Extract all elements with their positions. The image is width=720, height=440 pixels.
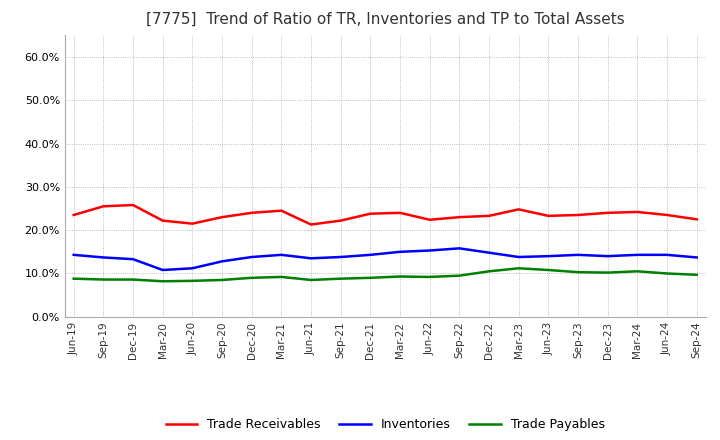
Trade Payables [426, 274, 434, 279]
Trade Payables [693, 272, 701, 277]
Title: [7775]  Trend of Ratio of TR, Inventories and TP to Total Assets: [7775] Trend of Ratio of TR, Inventories… [146, 12, 624, 27]
Trade Receivables [336, 218, 345, 223]
Inventories [603, 253, 612, 259]
Trade Receivables [158, 218, 167, 223]
Trade Receivables [248, 210, 256, 216]
Inventories [396, 249, 405, 254]
Trade Receivables [603, 210, 612, 216]
Line: Inventories: Inventories [73, 248, 697, 270]
Inventories [307, 256, 315, 261]
Trade Receivables [129, 202, 138, 208]
Trade Payables [129, 277, 138, 282]
Inventories [217, 259, 226, 264]
Inventories [662, 252, 671, 257]
Trade Payables [336, 276, 345, 281]
Trade Receivables [307, 222, 315, 227]
Inventories [514, 254, 523, 260]
Trade Receivables [574, 213, 582, 218]
Legend: Trade Receivables, Inventories, Trade Payables: Trade Receivables, Inventories, Trade Pa… [161, 413, 610, 436]
Trade Payables [633, 269, 642, 274]
Trade Receivables [514, 207, 523, 212]
Trade Receivables [426, 217, 434, 222]
Trade Receivables [544, 213, 553, 219]
Trade Payables [366, 275, 374, 280]
Trade Receivables [366, 211, 374, 216]
Trade Payables [574, 270, 582, 275]
Inventories [69, 252, 78, 257]
Inventories [574, 252, 582, 257]
Trade Payables [396, 274, 405, 279]
Inventories [633, 252, 642, 257]
Inventories [277, 252, 286, 257]
Trade Payables [69, 276, 78, 281]
Inventories [366, 252, 374, 257]
Trade Payables [544, 268, 553, 273]
Trade Payables [158, 279, 167, 284]
Line: Trade Payables: Trade Payables [73, 268, 697, 281]
Inventories [248, 254, 256, 260]
Inventories [188, 266, 197, 271]
Inventories [693, 255, 701, 260]
Trade Payables [603, 270, 612, 275]
Inventories [129, 257, 138, 262]
Trade Receivables [633, 209, 642, 215]
Trade Receivables [277, 208, 286, 213]
Trade Receivables [69, 213, 78, 218]
Trade Receivables [455, 215, 464, 220]
Trade Receivables [217, 215, 226, 220]
Trade Payables [217, 277, 226, 282]
Inventories [426, 248, 434, 253]
Trade Payables [248, 275, 256, 280]
Inventories [544, 253, 553, 259]
Inventories [455, 246, 464, 251]
Line: Trade Receivables: Trade Receivables [73, 205, 697, 224]
Trade Receivables [485, 213, 493, 219]
Trade Receivables [693, 216, 701, 222]
Trade Receivables [188, 221, 197, 226]
Inventories [99, 255, 108, 260]
Inventories [485, 250, 493, 255]
Trade Payables [662, 271, 671, 276]
Inventories [158, 268, 167, 273]
Trade Payables [99, 277, 108, 282]
Trade Payables [277, 274, 286, 279]
Trade Receivables [99, 204, 108, 209]
Trade Receivables [662, 213, 671, 218]
Trade Payables [514, 266, 523, 271]
Trade Receivables [396, 210, 405, 216]
Trade Payables [307, 277, 315, 282]
Trade Payables [455, 273, 464, 278]
Trade Payables [188, 278, 197, 283]
Trade Payables [485, 269, 493, 274]
Inventories [336, 254, 345, 260]
